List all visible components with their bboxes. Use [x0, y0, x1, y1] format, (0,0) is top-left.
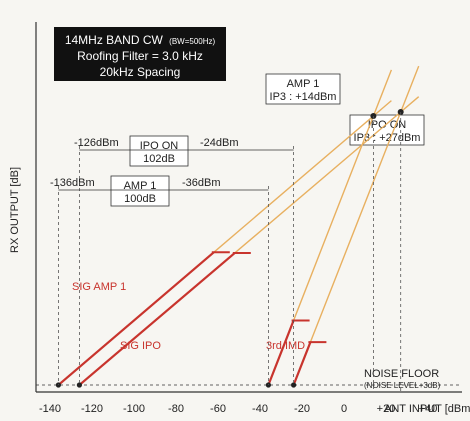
- y-axis-label: RX OUTPUT [dB]: [9, 167, 21, 253]
- ip3-ipo-line-2: IP3 : +27dBm: [354, 132, 421, 144]
- series-extension-line: [234, 96, 420, 254]
- range-ipo-right: -24dBm: [200, 137, 239, 149]
- x-tick-label: -20: [294, 403, 310, 415]
- ip3-amp1-line-1: AMP 1: [287, 78, 320, 90]
- noise-floor-sublabel: (NOISE LEVEL+3dB): [364, 381, 441, 390]
- series-line: [78, 252, 236, 386]
- series-line: [292, 341, 312, 386]
- title-line-3: 20kHz Spacing: [100, 65, 181, 79]
- title-bw-note: (BW=500Hz): [169, 37, 215, 46]
- ip3-amp1-box: [265, 73, 341, 105]
- x-tick-label: 0: [341, 403, 347, 415]
- series-start-point: [291, 382, 297, 388]
- range-amp1-right: -36dBm: [182, 177, 221, 189]
- series-label-sig-amp1: SIG AMP 1: [72, 281, 126, 293]
- range-amp1-box-line-2: 100dB: [124, 193, 156, 205]
- series-extension-line: [292, 69, 393, 321]
- series-extension-line: [309, 65, 420, 343]
- x-tick-label: -100: [123, 403, 145, 415]
- x-tick-label: +20: [377, 403, 396, 415]
- range-ipo-box-line-2: 102dB: [143, 153, 175, 165]
- range-ipo-left: -126dBm: [74, 137, 119, 149]
- x-tick-label: +40: [419, 403, 438, 415]
- x-tick-labels: -140 -120 -100 -80 -60 -40 -20 0 +20 +40: [39, 403, 437, 415]
- range-amp1-box-line-1: AMP 1: [124, 180, 157, 192]
- range-ipo-box: [129, 135, 189, 167]
- range-amp1-left: -136dBm: [50, 177, 95, 189]
- series-start-point: [76, 382, 82, 388]
- title-box: [54, 27, 226, 81]
- series-extension-line: [213, 100, 392, 253]
- series-label-3rd-imd: 3rd IMD: [266, 340, 305, 352]
- range-amp1-box: [110, 175, 170, 207]
- ip3-ipo-box: [349, 114, 425, 146]
- range-ipo-box-line-1: IPO ON: [140, 140, 179, 152]
- svg-text:14MHz BAND CW (BW=500Hz): 14MHz BAND CW (BW=500Hz): [65, 33, 216, 47]
- title-line-2: Roofing Filter = 3.0 kHz: [77, 49, 203, 63]
- x-tick-label: -120: [81, 403, 103, 415]
- x-tick-label: -40: [252, 403, 268, 415]
- x-axis-label: ANT INPUT [dBm]: [384, 403, 470, 415]
- series-line: [267, 320, 295, 386]
- series-line: [57, 251, 215, 386]
- x-tick-label: -60: [210, 403, 226, 415]
- x-tick-label: -140: [39, 403, 61, 415]
- chart-marks: [55, 65, 420, 392]
- ip3-amp1-line-2: IP3 : +14dBm: [270, 91, 337, 103]
- noise-floor-label: NOISE FLOOR: [364, 368, 439, 380]
- title-line-1: 14MHz BAND CW: [65, 33, 164, 47]
- x-tick-label: -80: [168, 403, 184, 415]
